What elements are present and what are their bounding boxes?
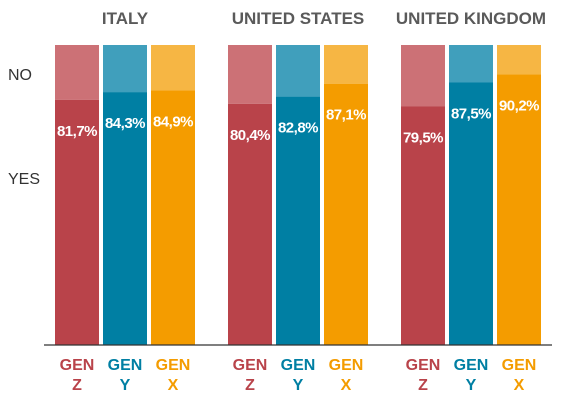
data-label: 84,9%: [153, 113, 193, 130]
bar-yes-segment: [55, 99, 99, 346]
x-label-gen: GEN: [60, 357, 95, 374]
country-title: UNITED STATES: [232, 9, 365, 28]
x-label-letter: Y: [293, 377, 304, 394]
bar-no-segment: [324, 45, 368, 84]
x-label-letter: Z: [245, 377, 255, 394]
x-label-gen: GEN: [281, 357, 316, 374]
x-label-gen: GEN: [329, 357, 364, 374]
x-label-gen: GEN: [454, 357, 489, 374]
data-label: 84,3%: [105, 115, 145, 132]
x-label-gen: GEN: [108, 357, 143, 374]
data-label: 81,7%: [57, 123, 97, 140]
data-label: 87,5%: [451, 106, 491, 123]
x-label-gen: GEN: [406, 357, 441, 374]
bar-no-segment: [401, 45, 445, 107]
y-category-yes: YES: [8, 171, 40, 188]
bar-yes-segment: [151, 90, 195, 345]
data-label: 80,4%: [230, 127, 270, 144]
bar-yes-segment: [228, 103, 272, 345]
data-label: 90,2%: [499, 97, 539, 114]
country-title: UNITED KINGDOM: [396, 9, 546, 28]
x-label-letter: Y: [120, 377, 131, 394]
bar-no-segment: [151, 45, 195, 91]
x-label-gen: GEN: [502, 357, 537, 374]
x-label-letter: Z: [72, 377, 82, 394]
y-category-no: NO: [8, 67, 32, 84]
x-label-letter: X: [514, 377, 525, 394]
x-label-gen: GEN: [156, 357, 191, 374]
x-label-letter: Z: [418, 377, 428, 394]
data-label: 82,8%: [278, 120, 318, 137]
data-label: 79,5%: [403, 130, 443, 147]
country-title: ITALY: [102, 9, 149, 28]
data-label: 87,1%: [326, 107, 366, 124]
bar-yes-segment: [497, 74, 541, 346]
bar-no-segment: [449, 45, 493, 83]
x-label-gen: GEN: [233, 357, 268, 374]
bar-no-segment: [497, 45, 541, 75]
bar-no-segment: [276, 45, 320, 97]
bar-no-segment: [103, 45, 147, 93]
bar-yes-segment: [324, 83, 368, 345]
bar-yes-segment: [449, 82, 493, 345]
bar-no-segment: [228, 45, 272, 104]
bar-yes-segment: [276, 96, 320, 345]
x-label-letter: X: [341, 377, 352, 394]
x-label-letter: Y: [466, 377, 477, 394]
bar-no-segment: [55, 45, 99, 100]
bar-yes-segment: [401, 106, 445, 345]
x-label-letter: X: [168, 377, 179, 394]
bar-yes-segment: [103, 92, 147, 345]
